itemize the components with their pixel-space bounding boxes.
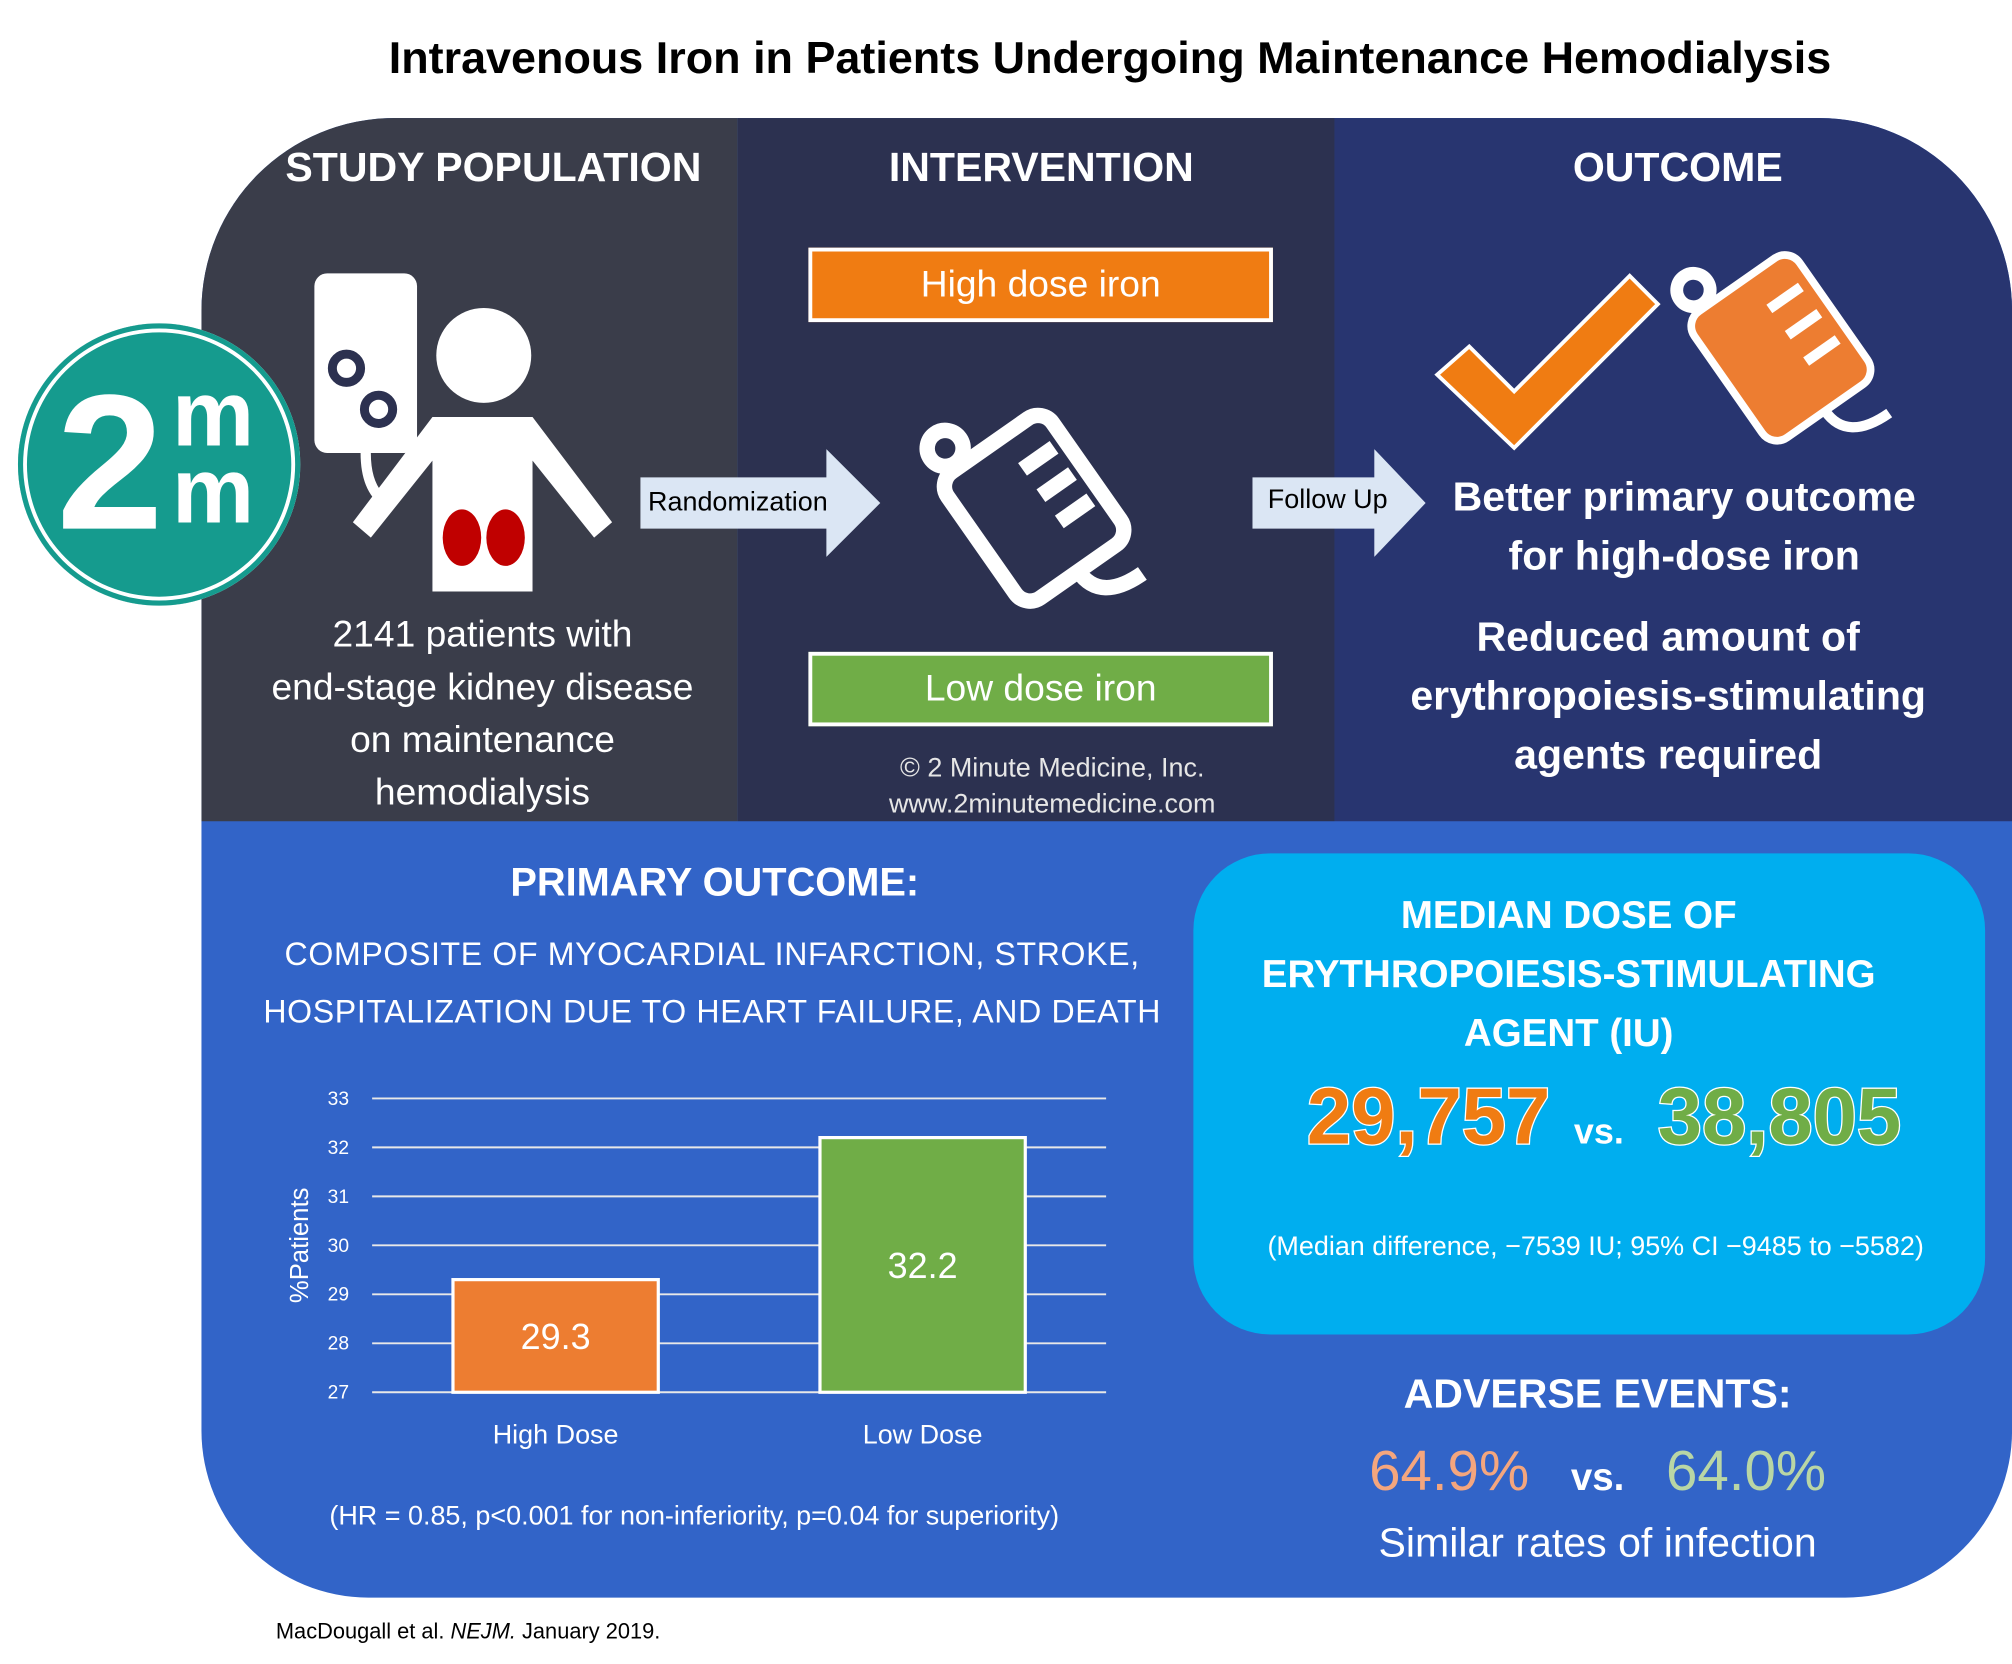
copyright-text: © 2 Minute Medicine, Inc. (900, 753, 1205, 783)
median-dose-heading: MEDIAN DOSE OF ERYTHROPOIESIS-STIMULATIN… (1193, 887, 1944, 1064)
website-link[interactable]: www.2minutemedicine.com (888, 789, 1216, 819)
outcome-heading: OUTCOME (1572, 143, 1783, 190)
population-line: on maintenance (350, 719, 615, 761)
intervention-heading: INTERVENTION (888, 143, 1194, 190)
copyright-block: © 2 Minute Medicine, Inc. www.2minutemed… (738, 751, 1367, 823)
citation: MacDougall et al. NEJM. January 2019. (276, 1619, 660, 1645)
bar-low-dose (818, 1135, 1027, 1394)
low-dose-arm: Low dose iron (808, 651, 1273, 727)
median-heading-line: ERYTHROPOIESIS-STIMULATING (1261, 953, 1876, 996)
outcome-icons (1434, 251, 1893, 451)
logo-m-top: m (171, 363, 255, 466)
median-dose-box: MEDIAN DOSE OF ERYTHROPOIESIS-STIMULATIN… (1193, 853, 1986, 1335)
primary-outcome-heading: PRIMARY OUTCOME: (510, 859, 920, 905)
bar-value-label: 29.3 (521, 1316, 591, 1357)
iv-bag-filled-icon (1670, 251, 1893, 445)
population-line: 2141 patients with (332, 614, 633, 656)
2mm-logo: 2 m m (17, 323, 301, 606)
adverse-vs: vs. (1570, 1456, 1625, 1499)
primary-outcome-line: COMPOSITE OF MYOCARDIAL INFARCTION, STRO… (284, 936, 1140, 973)
follow-up-label: Follow Up (1267, 485, 1388, 515)
adverse-high-dose: 64.9% (1369, 1439, 1530, 1503)
study-population-section: STUDY POPULATION 2141 patients with end-… (201, 118, 738, 822)
outcome-text: Reduced amount of (1476, 613, 1860, 660)
adverse-low-dose: 64.0% (1665, 1439, 1827, 1503)
page-title: Intravenous Iron in Patients Undergoing … (388, 33, 1832, 84)
adverse-events-note: Similar rates of infection (1378, 1519, 1817, 1566)
primary-outcome-stats: (HR = 0.85, p<0.001 for non-inferiority,… (329, 1501, 1060, 1531)
checkmark-icon (1434, 273, 1661, 451)
median-vs: vs. (1573, 1111, 1624, 1152)
y-tick-label: 28 (328, 1334, 349, 1355)
y-tick-label: 27 (328, 1383, 349, 1404)
follow-up-arrow: Follow Up (1252, 449, 1426, 557)
adverse-events-values: 64.9% vs. 64.0% (1193, 1440, 2001, 1504)
high-dose-arm: High dose iron (808, 247, 1273, 323)
outcome-text: agents required (1514, 731, 1823, 778)
median-heading-line: MEDIAN DOSE OF (1400, 894, 1737, 937)
y-tick-label: 32 (328, 1138, 349, 1159)
population-line: hemodialysis (374, 772, 591, 814)
primary-outcome-description: COMPOSITE OF MYOCARDIAL INFARCTION, STRO… (201, 926, 1222, 1041)
randomization-arrow: Randomization (640, 449, 884, 557)
median-difference-note: (Median difference, −7539 IU; 95% CI −94… (1267, 1231, 1924, 1262)
iv-bag-icon (919, 407, 1147, 609)
primary-outcome-chart: 27 28 29 30 31 32 33 29.3 High Dose 32.2 Low Dose%… (286, 1089, 1107, 1450)
citation-date: January 2019. (522, 1619, 661, 1644)
randomization-label: Randomization (648, 487, 828, 518)
y-tick-label: 33 (328, 1089, 349, 1110)
x-category-label: Low Dose (863, 1420, 983, 1450)
logo-m-bottom: m (171, 440, 255, 543)
outcome-primary: Better primary outcome for high-dose iro… (1335, 467, 2012, 585)
citation-journal: NEJM. (450, 1619, 516, 1644)
main-panel: STUDY POPULATION 2141 patients with end-… (201, 118, 2012, 1598)
outcome-text: for high-dose iron (1508, 532, 1860, 579)
study-population-heading: STUDY POPULATION (285, 143, 702, 190)
median-high-dose: 29,757 (1306, 1071, 1552, 1162)
outcome-text: erythropoiesis-stimulating (1410, 672, 1926, 719)
median-dose-values: 29,757 vs. 38,805 (1264, 1071, 1944, 1162)
y-tick-label: 29 (328, 1285, 349, 1306)
intervention-section: INTERVENTION High dose iron Low dose iro… (737, 118, 1335, 822)
citation-authors: MacDougall et al. (275, 1619, 445, 1644)
outcome-esa: Reduced amount of erythropoiesis-stimula… (1335, 607, 2002, 784)
dialysis-patient-icon (314, 273, 613, 592)
bar-high-dose (451, 1278, 660, 1394)
median-low-dose: 38,805 (1657, 1071, 1903, 1162)
median-heading-line: AGENT (IU) (1463, 1012, 1674, 1055)
primary-outcome-line: HOSPITALIZATION DUE TO HEART FAILURE, AN… (263, 994, 1162, 1031)
y-tick-label: 31 (328, 1187, 349, 1208)
outcome-section: OUTCOME Better primary outcome for high-… (1334, 118, 2012, 822)
y-tick-label: 30 (328, 1236, 349, 1257)
outcome-text: Better primary outcome (1452, 473, 1916, 520)
logo-digit: 2 (56, 354, 164, 570)
y-axis-label: %Patients (286, 1188, 314, 1304)
population-line: end-stage kidney disease (271, 667, 694, 709)
bar-value-label: 32.2 (888, 1245, 958, 1286)
population-description: 2141 patients with end-stage kidney dise… (201, 610, 763, 820)
x-category-label: High Dose (493, 1420, 619, 1450)
adverse-events-heading: ADVERSE EVENTS: (1403, 1370, 1792, 1417)
